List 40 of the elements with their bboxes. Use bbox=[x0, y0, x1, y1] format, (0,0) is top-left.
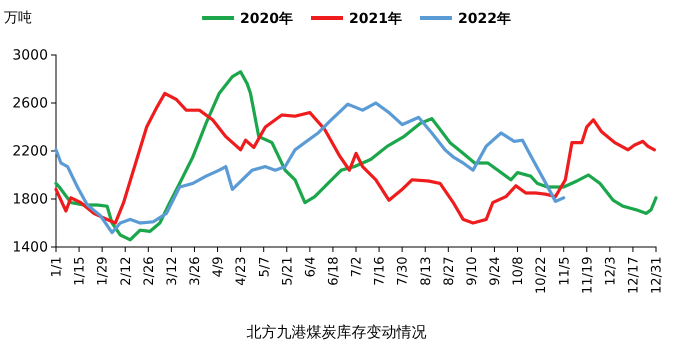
x-tick-label: 8/13 bbox=[418, 256, 434, 286]
y-axis-title: 万吨 bbox=[4, 10, 32, 26]
line-series bbox=[54, 70, 658, 242]
text: 北方九港煤炭库存变动情况 bbox=[246, 323, 426, 341]
x-tick-label: 3/12 bbox=[164, 256, 180, 286]
x-tick-label: 4/9 bbox=[211, 256, 226, 278]
x-tick-label: 10/22 bbox=[534, 256, 550, 294]
y-tick-label: 1800 bbox=[12, 191, 48, 208]
x-tick-label: 5/7 bbox=[257, 256, 272, 278]
x-tick-label: 1/29 bbox=[96, 256, 111, 286]
y-tick-label: 2600 bbox=[12, 95, 48, 112]
x-tick-label: 12/31 bbox=[650, 256, 665, 294]
x-tick-label: 9/24 bbox=[488, 256, 504, 286]
x-tick-label: 12/3 bbox=[603, 256, 618, 286]
x-tick-label: 6/18 bbox=[326, 256, 342, 286]
x-tick-label: 7/2 bbox=[350, 256, 365, 278]
x-tick-label: 1/1 bbox=[50, 256, 65, 278]
x-tick-label: 7/30 bbox=[396, 256, 411, 286]
x-tick-label: 3/26 bbox=[188, 256, 204, 286]
x-tick-label: 4/23 bbox=[234, 256, 250, 286]
x-tick-label: 11/19 bbox=[580, 256, 596, 294]
x-tick-label: 7/16 bbox=[372, 256, 388, 286]
x-tick-label: 12/17 bbox=[626, 256, 642, 294]
x-tick-label: 10/8 bbox=[511, 256, 526, 286]
x-tick-label: 6/4 bbox=[303, 256, 318, 278]
legend-label: 2022年 bbox=[458, 11, 511, 27]
x-tick-label: 8/27 bbox=[442, 256, 457, 286]
x-tick-label: 2/12 bbox=[118, 256, 134, 286]
x-tick-label: 9/10 bbox=[464, 256, 480, 286]
line-series bbox=[54, 92, 656, 225]
legend-label: 2020年 bbox=[240, 11, 294, 27]
x-tick-label: 5/21 bbox=[280, 256, 296, 286]
x-tick-label: 2/26 bbox=[142, 256, 157, 286]
line-series bbox=[54, 101, 566, 234]
x-tick-label: 1/15 bbox=[72, 256, 88, 286]
y-tick-label: 3000 bbox=[12, 47, 48, 64]
y-tick-label: 1400 bbox=[12, 239, 48, 256]
legend-label: 2021年 bbox=[349, 11, 402, 27]
x-tick-label: 11/5 bbox=[557, 256, 572, 286]
y-tick-label: 2200 bbox=[12, 143, 48, 160]
